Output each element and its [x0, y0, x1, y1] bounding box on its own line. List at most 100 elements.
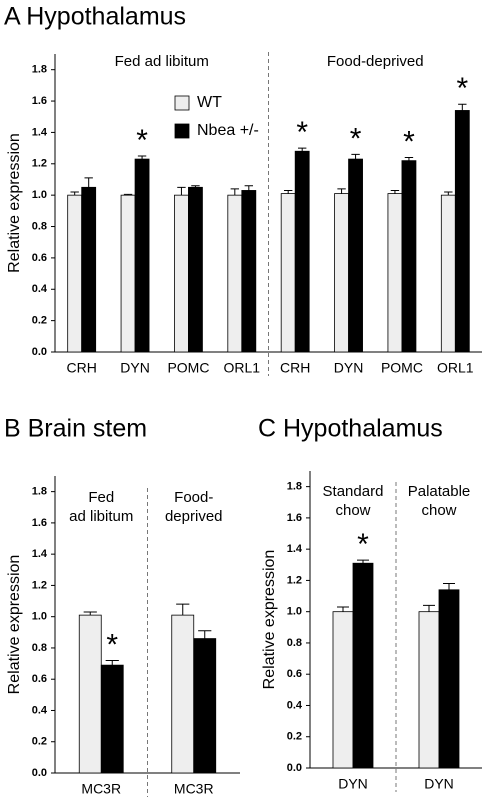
significance-marker: * [136, 124, 148, 157]
y-tick-label: 0.8 [287, 637, 302, 649]
y-tick-label: 1.8 [287, 481, 302, 493]
y-tick-label: 0.8 [32, 642, 47, 654]
error-bar [123, 193, 133, 196]
group-label: Fed [88, 489, 114, 506]
error-bar [443, 583, 455, 590]
chart-title: C Hypothalamus [258, 415, 443, 443]
x-tick-label: DYN [120, 360, 150, 376]
bar [134, 158, 150, 353]
group-label: chow [421, 502, 456, 519]
group-label: Food- [174, 489, 213, 506]
bar [348, 158, 363, 353]
y-tick-label: 1.2 [32, 158, 47, 170]
y-tick-label: 0.4 [32, 283, 48, 295]
bar [174, 194, 189, 353]
error-bar [83, 611, 97, 616]
error-bar [84, 177, 93, 188]
bar [193, 638, 217, 774]
error-bar [337, 188, 346, 194]
y-tick-label: 1.2 [287, 574, 302, 586]
y-tick-label: 1.0 [32, 189, 47, 201]
bar [227, 194, 243, 353]
y-tick-label: 0.4 [287, 699, 303, 711]
x-tick-label: MC3R [81, 781, 121, 797]
error-bar [137, 155, 147, 160]
x-tick-label: MC3R [174, 781, 214, 797]
y-axis-label: Relative expression [261, 550, 278, 690]
error-bar [283, 189, 293, 194]
bar [334, 193, 349, 353]
legend-label: WT [197, 94, 222, 111]
error-bar [70, 191, 79, 196]
error-bar [230, 188, 240, 196]
x-tick-label: POMC [381, 360, 423, 376]
bar [387, 193, 403, 353]
y-tick-label: 1.0 [32, 611, 47, 623]
y-tick-label: 0.0 [32, 767, 47, 779]
y-tick-label: 0.0 [32, 346, 47, 358]
bar [241, 190, 257, 353]
bar [100, 664, 124, 774]
y-tick-label: 0.8 [32, 220, 47, 232]
y-tick-label: 1.8 [32, 64, 47, 76]
y-tick-label: 0.2 [287, 731, 302, 743]
error-bar [404, 157, 414, 161]
y-tick-label: 1.0 [287, 606, 302, 618]
bar [332, 611, 354, 769]
x-tick-label: DYN [334, 360, 364, 376]
bar [67, 194, 83, 353]
bar [438, 589, 460, 769]
bar [81, 186, 97, 353]
bar [171, 614, 195, 774]
y-tick-label: 1.8 [32, 486, 47, 498]
significance-marker: * [350, 122, 362, 155]
y-tick-label: 0.2 [32, 736, 47, 748]
error-bar [390, 189, 400, 194]
legend-label: Nbea +/- [197, 122, 259, 139]
y-tick-label: 1.4 [287, 543, 303, 555]
x-tick-label: POMC [167, 360, 209, 376]
error-bar [198, 630, 212, 639]
error-bar [176, 603, 190, 616]
bar [188, 186, 203, 353]
significance-marker: * [456, 72, 468, 105]
error-bar [105, 659, 119, 666]
error-bar [337, 606, 349, 612]
error-bar [423, 604, 435, 612]
bar [440, 194, 456, 353]
error-bar [357, 559, 369, 564]
significance-marker: * [296, 116, 308, 149]
error-bar [244, 185, 254, 191]
bar [120, 194, 136, 353]
group-label: deprived [165, 508, 223, 525]
x-tick-label: DYN [338, 776, 368, 792]
group-label: Fed ad libitum [115, 53, 209, 70]
significance-marker: * [106, 628, 118, 661]
group-label: Palatable [408, 483, 471, 500]
y-tick-label: 0.0 [287, 762, 302, 774]
y-tick-label: 1.6 [287, 512, 302, 524]
group-label: ad libitum [69, 508, 133, 525]
error-bar [351, 153, 360, 160]
x-tick-label: ORL1 [437, 360, 474, 376]
y-tick-label: 1.2 [32, 579, 47, 591]
x-tick-label: ORL1 [224, 360, 261, 376]
y-tick-label: 0.6 [287, 668, 302, 680]
x-tick-label: DYN [424, 776, 454, 792]
y-tick-label: 0.4 [32, 704, 48, 716]
x-tick-label: CRH [67, 360, 97, 376]
y-axis-label: Relative expression [6, 555, 23, 695]
bar [454, 110, 470, 353]
bar [352, 562, 374, 769]
y-tick-label: 0.6 [32, 252, 47, 264]
chart-title: A Hypothalamus [4, 3, 186, 31]
y-tick-label: 1.6 [32, 517, 47, 529]
y-tick-label: 1.4 [32, 126, 48, 138]
bar [418, 611, 440, 769]
bar [401, 160, 417, 353]
y-tick-label: 0.2 [32, 315, 47, 327]
y-axis-label: Relative expression [6, 133, 23, 273]
y-tick-label: 1.6 [32, 95, 47, 107]
chart-title: B Brain stem [4, 415, 147, 443]
